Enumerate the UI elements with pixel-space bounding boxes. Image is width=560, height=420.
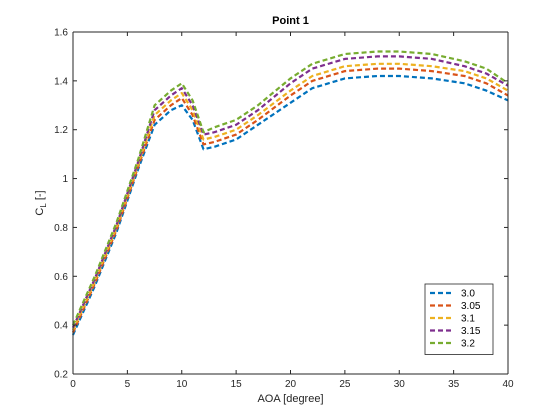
legend: 3.03.05 3.13.15 3.2 xyxy=(424,283,494,355)
y-tick-label: 0.4 xyxy=(54,321,68,332)
chart-title: Point 1 xyxy=(272,15,309,27)
y-tick-label: 0.2 xyxy=(54,370,68,381)
series-line-3.2 xyxy=(71,50,509,326)
legend-label-3.0: 3.0 xyxy=(461,289,475,300)
x-tick-label: 30 xyxy=(394,379,406,390)
ticks-layer: 0 5 10 15 20 25 30 35 40 0.2 0.4 0.6 0.8 1 1.2 1.4 1.6 xyxy=(54,28,514,391)
y-tick-label: 1.4 xyxy=(54,76,68,87)
x-tick-label: 25 xyxy=(339,379,351,390)
y-tick-label: 0.6 xyxy=(54,272,68,283)
y-axis-label-main: C xyxy=(34,208,46,216)
x-tick-label: 15 xyxy=(231,379,243,390)
y-axis-label-unit: [-] xyxy=(34,190,46,203)
y-tick-label: 1.6 xyxy=(54,28,68,39)
x-tick-label: 40 xyxy=(502,379,514,390)
series-layer xyxy=(71,50,509,336)
svg-text:CL [-]: CL [-] xyxy=(34,190,48,215)
legend-label-3.15: 3.15 xyxy=(461,326,481,337)
y-tick-label: 1 xyxy=(62,174,68,185)
y-tick-label: 1.2 xyxy=(54,125,68,136)
x-tick-label: 0 xyxy=(70,379,76,390)
x-tick-label: 5 xyxy=(125,379,131,390)
series-line-3.0 xyxy=(71,74,509,336)
y-tick-label: 0.8 xyxy=(54,223,68,234)
legend-label-3.05: 3.05 xyxy=(461,301,481,312)
legend-label-3.2: 3.2 xyxy=(461,339,475,350)
x-axis-label: AOA [degree] xyxy=(257,393,323,405)
x-tick-label: 35 xyxy=(448,379,460,390)
x-tick-label: 10 xyxy=(176,379,188,390)
y-axis-label: CL [-] xyxy=(34,190,48,215)
x-tick-label: 20 xyxy=(285,379,297,390)
legend-label-3.1: 3.1 xyxy=(461,314,475,325)
legend-box xyxy=(424,283,494,355)
y-axis-label-subscript: L xyxy=(39,203,48,208)
